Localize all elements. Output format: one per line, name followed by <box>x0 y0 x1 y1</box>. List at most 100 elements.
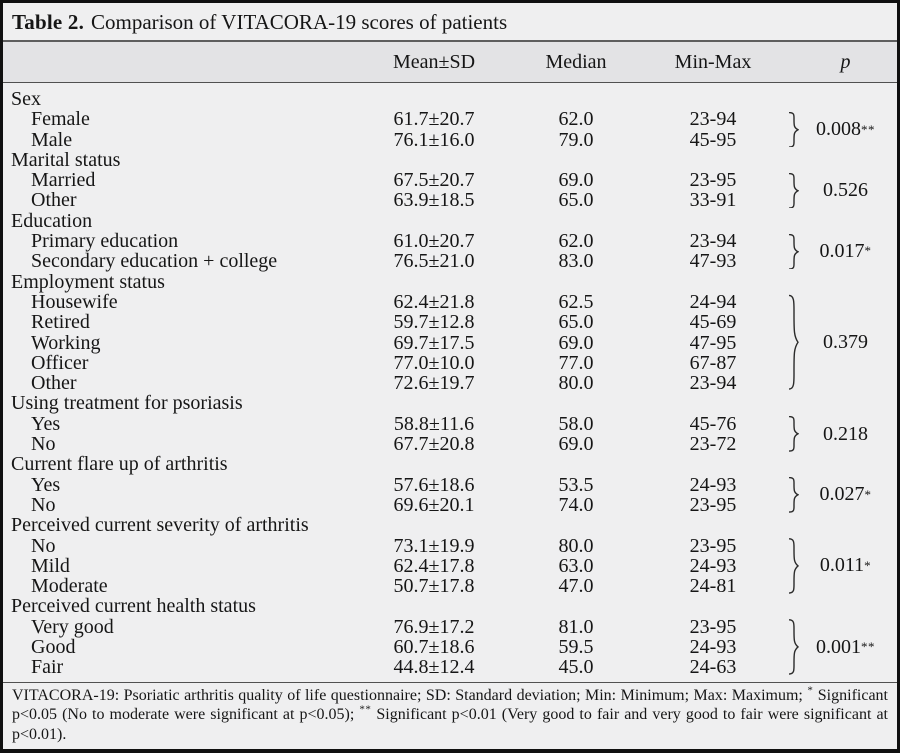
column-header-mean-sd: Mean±SD <box>392 51 476 73</box>
min-max-cell: 45-69 <box>689 311 737 334</box>
brace-icon <box>787 475 801 516</box>
row-label: Very good <box>31 615 114 638</box>
column-header-p: p <box>840 51 851 73</box>
min-max-cell: 23-95 <box>689 534 737 557</box>
section-row-label: Marital status <box>11 148 121 171</box>
row-label: Working <box>31 331 101 354</box>
mean-sd-cell: 61.7±20.7 <box>393 108 475 131</box>
p-value-number: 0.526 <box>823 178 868 201</box>
median-cell: 47.0 <box>558 575 594 598</box>
median-cell: 81.0 <box>558 615 594 638</box>
median-cell: 77.0 <box>558 351 594 374</box>
median-cell: 62.0 <box>558 108 594 131</box>
median-cell: 69.0 <box>558 433 594 456</box>
min-max-cell: 23-95 <box>689 493 737 516</box>
mean-sd-cell: 76.9±17.2 <box>393 615 475 638</box>
column-header-median: Median <box>545 51 607 73</box>
row-label: Secondary education + college <box>31 250 278 273</box>
min-max-cell: 24-93 <box>689 554 737 577</box>
table-section: Education Primary education 61.0±20.7 62.0 2… <box>10 210 890 272</box>
table-caption: Comparison of VITACORA-19 scores of pati… <box>91 10 508 34</box>
p-value: 0.017 * <box>819 239 872 262</box>
brace-icon <box>787 536 801 597</box>
row-label: Housewife <box>31 290 118 313</box>
mean-sd-cell: 63.9±18.5 <box>393 189 475 212</box>
section-group: Yes 57.6±18.6 53.5 24-93 No 69.6±20.1 74.0 23-9… <box>10 473 890 516</box>
footnote-significance-marker: * <box>807 684 814 697</box>
row-label: Yes <box>31 473 61 496</box>
row-label: Other <box>31 189 77 212</box>
table-section: Employment status Housewife 62.4±21.8 62.5 2… <box>10 270 890 395</box>
min-max-cell: 47-95 <box>689 331 737 354</box>
median-cell: 45.0 <box>558 656 594 679</box>
footnote-text: VITACORA-19: Psoriatic arthritis quality… <box>12 686 808 704</box>
brace-icon <box>787 231 801 272</box>
row-label: Officer <box>31 351 89 374</box>
row-label: No <box>31 493 56 516</box>
min-max-cell: 45-76 <box>689 412 737 435</box>
median-cell: 65.0 <box>558 189 594 212</box>
section-group: Primary education 61.0±20.7 62.0 23-94 Secon… <box>10 231 890 272</box>
row-label: Yes <box>31 412 61 435</box>
p-value-number: 0.008 <box>816 118 861 141</box>
p-value: 0.008 ** <box>816 118 875 141</box>
median-cell: 53.5 <box>558 473 594 496</box>
min-max-cell: 23-95 <box>689 169 737 192</box>
footnote-text: Significant p<0.01 (Very good to fair an… <box>12 706 888 743</box>
row-label: Other <box>31 372 77 395</box>
min-max-cell: 24-93 <box>689 636 737 659</box>
row-label: Good <box>31 636 76 659</box>
mean-sd-cell: 73.1±19.9 <box>393 534 475 557</box>
min-max-cell: 47-93 <box>689 250 737 273</box>
section-group: Married 67.5±20.7 69.0 23-95 Other 63.9±18.5 6… <box>10 170 890 211</box>
median-cell: 63.0 <box>558 554 594 577</box>
median-cell: 79.0 <box>558 128 594 151</box>
mean-sd-cell: 72.6±19.7 <box>393 372 475 395</box>
row-label: Moderate <box>31 575 108 598</box>
mean-sd-cell: 60.7±18.6 <box>393 636 475 659</box>
section-row-label: Employment status <box>11 270 165 293</box>
table-footnote: VITACORA-19: Psoriatic arthritis quality… <box>3 681 897 749</box>
section-group: Yes 58.8±11.6 58.0 45-76 No 67.7±20.8 69.0 23-7… <box>10 412 890 456</box>
table-section: Marital status Married 67.5±20.7 69.0 23-95 O… <box>10 150 890 211</box>
section-row-label: Perceived current health status <box>11 595 256 618</box>
min-max-cell: 23-94 <box>689 108 737 131</box>
p-value-number: 0.001 <box>816 635 861 658</box>
p-value: 0.011 * <box>819 554 872 577</box>
row-label: No <box>31 534 56 557</box>
mean-sd-cell: 77.0±10.0 <box>393 351 475 374</box>
min-max-cell: 67-87 <box>689 351 737 374</box>
section-row-label: Perceived current severity of arthritis <box>11 514 309 537</box>
column-header-min-max: Min-Max <box>674 51 752 73</box>
p-value-number: 0.011 <box>819 554 865 577</box>
mean-sd-cell: 62.4±17.8 <box>393 554 475 577</box>
p-value: 0.027 * <box>819 483 872 506</box>
p-value-number: 0.218 <box>823 422 868 445</box>
median-cell: 62.5 <box>558 290 594 313</box>
p-value-number: 0.379 <box>823 331 868 354</box>
mean-sd-cell: 57.6±18.6 <box>393 473 475 496</box>
mean-sd-cell: 76.1±16.0 <box>393 128 475 151</box>
mean-sd-cell: 69.7±17.5 <box>393 331 475 354</box>
section-row-label: Using treatment for psoriasis <box>11 392 243 415</box>
median-cell: 58.0 <box>558 412 594 435</box>
mean-sd-cell: 61.0±20.7 <box>393 230 475 253</box>
median-cell: 62.0 <box>558 230 594 253</box>
brace-icon <box>787 109 801 150</box>
p-value: 0.379 <box>801 292 890 393</box>
min-max-cell: 23-72 <box>689 433 737 456</box>
brace-icon <box>787 617 801 678</box>
p-value: 0.526 <box>801 170 890 211</box>
table-section: Perceived current health status Very good… <box>10 596 890 677</box>
row-label: Married <box>31 169 96 192</box>
mean-sd-cell: 62.4±21.8 <box>393 290 475 313</box>
median-cell: 69.0 <box>558 331 594 354</box>
mean-sd-cell: 69.6±20.1 <box>393 493 475 516</box>
section-group: No 73.1±19.9 80.0 23-95 Mild 62.4±17.8 63.0 24-… <box>10 534 890 598</box>
row-label: Mild <box>31 554 70 577</box>
brace-icon <box>787 414 801 455</box>
table-section: Current flare up of arthritis Yes 57.6±18.… <box>10 454 890 515</box>
table-number: Table 2. <box>12 10 85 34</box>
p-value: 0.001 ** <box>816 635 875 658</box>
median-cell: 80.0 <box>558 534 594 557</box>
